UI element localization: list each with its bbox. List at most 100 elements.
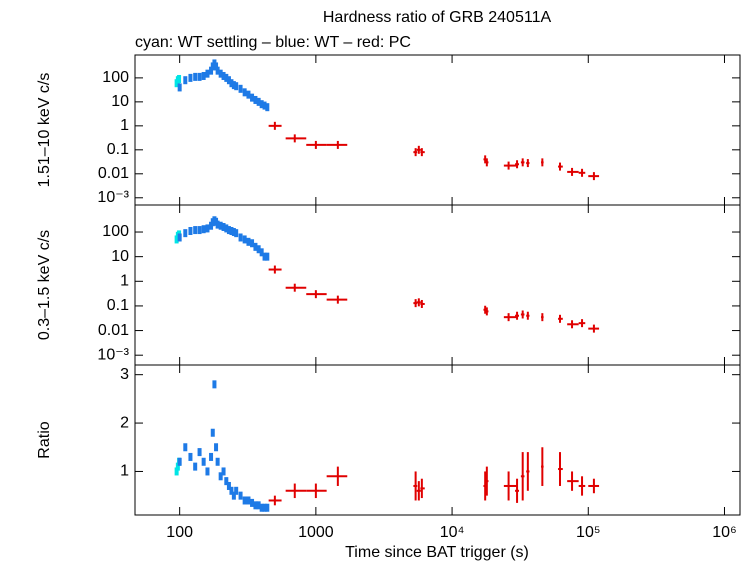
- y-tick-label: 1: [120, 117, 129, 134]
- point: [229, 227, 234, 236]
- point: [242, 235, 247, 244]
- y-axis-label: 1.51–10 keV c/s: [36, 73, 53, 188]
- point: [224, 477, 229, 486]
- point: [183, 76, 188, 85]
- point: [259, 503, 264, 512]
- chart-title: Hardness ratio of GRB 240511A: [323, 9, 552, 26]
- point: [215, 66, 220, 75]
- point: [238, 84, 243, 93]
- point: [201, 71, 206, 80]
- y-tick-label: 10: [111, 248, 129, 265]
- point: [214, 62, 219, 71]
- point: [188, 73, 193, 82]
- point: [209, 452, 214, 461]
- y-axis-label: Ratio: [36, 421, 53, 458]
- point: [242, 496, 247, 505]
- point: [234, 82, 239, 91]
- point: [256, 501, 261, 510]
- y-tick-label: 0.1: [107, 141, 129, 158]
- point: [215, 220, 220, 229]
- y-tick-label: 10⁻³: [97, 189, 129, 206]
- point: [250, 498, 255, 507]
- point: [234, 229, 239, 238]
- point: [193, 226, 198, 235]
- y-tick-label: 10⁻³: [97, 346, 129, 363]
- point: [201, 457, 206, 466]
- point: [224, 224, 229, 233]
- x-axis-label: Time since BAT trigger (s): [345, 544, 529, 561]
- point: [231, 228, 236, 237]
- point: [193, 462, 198, 471]
- point: [229, 486, 234, 495]
- point: [218, 69, 223, 78]
- point: [175, 462, 180, 471]
- x-tick-label: 1000: [298, 524, 334, 541]
- x-tick-label: 100: [166, 524, 193, 541]
- point: [256, 97, 261, 106]
- x-tick-label: 10⁶: [712, 524, 736, 541]
- point: [224, 73, 229, 82]
- y-tick-label: 0.01: [98, 322, 129, 339]
- point: [197, 448, 202, 457]
- point: [205, 224, 210, 233]
- point: [210, 428, 215, 437]
- point: [262, 252, 267, 261]
- point: [177, 233, 182, 242]
- point: [177, 457, 182, 466]
- point: [229, 79, 234, 88]
- point: [265, 103, 270, 112]
- point: [259, 248, 264, 257]
- point: [193, 72, 198, 81]
- y-tick-label: 0.01: [98, 165, 129, 182]
- point: [183, 229, 188, 238]
- chart-subtitle: cyan: WT settling – blue: WT – red: PC: [135, 34, 411, 51]
- point: [250, 93, 255, 102]
- point: [214, 443, 219, 452]
- point: [209, 66, 214, 75]
- point: [188, 452, 193, 461]
- point: [256, 245, 261, 254]
- point: [226, 481, 231, 490]
- x-tick-label: 10⁴: [440, 524, 465, 541]
- point: [265, 252, 270, 261]
- point: [259, 100, 264, 109]
- point: [253, 95, 258, 104]
- point: [262, 101, 267, 110]
- y-tick-label: 100: [102, 69, 129, 86]
- y-tick-label: 10: [111, 93, 129, 110]
- point: [226, 226, 231, 235]
- point: [215, 457, 220, 466]
- point: [231, 491, 236, 500]
- point: [174, 467, 179, 476]
- point: [246, 237, 251, 246]
- y-tick-label: 100: [102, 223, 129, 240]
- point: [218, 472, 223, 481]
- point: [250, 239, 255, 248]
- point: [212, 380, 217, 389]
- point: [253, 242, 258, 251]
- point: [177, 83, 182, 92]
- point: [221, 467, 226, 476]
- y-tick-label: 1: [120, 273, 129, 290]
- y-tick-label: 3: [120, 366, 129, 383]
- x-tick-label: 10⁵: [576, 524, 600, 541]
- point: [218, 221, 223, 230]
- point: [177, 74, 182, 83]
- point: [183, 443, 188, 452]
- y-tick-label: 0.1: [107, 297, 129, 314]
- point: [246, 496, 251, 505]
- point: [234, 486, 239, 495]
- point: [265, 503, 270, 512]
- point: [238, 491, 243, 500]
- point: [231, 81, 236, 90]
- point: [253, 501, 258, 510]
- point: [226, 76, 231, 85]
- y-axis-label: 0.3–1.5 keV c/s: [36, 230, 53, 340]
- point: [262, 503, 267, 512]
- point: [197, 226, 202, 235]
- y-tick-label: 2: [120, 414, 129, 431]
- point: [242, 88, 247, 97]
- point: [201, 225, 206, 234]
- point: [221, 222, 226, 231]
